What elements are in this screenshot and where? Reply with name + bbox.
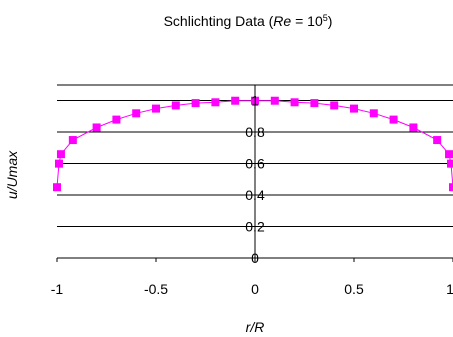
data-point-4 [92,123,101,132]
data-point-5 [112,115,121,124]
data-point-14 [290,98,299,107]
data-point-20 [409,123,418,132]
data-point-8 [171,101,180,110]
data-point-0 [53,183,61,192]
data-point-19 [389,115,398,124]
data-point-13 [270,96,279,105]
chart-title-variable: Re [273,13,291,29]
chart-title: Schlichting Data (Re = 105) [164,13,333,29]
data-point-24 [449,183,453,192]
data-point-9 [191,99,200,108]
y-axis-label: u/Umax [4,150,20,199]
chart-title-exponent: 5 [323,13,328,23]
x-tick-label-1: -0.5 [144,281,168,297]
x-tick-label-0: -1 [51,281,64,297]
x-tick-label-2: 0 [251,281,259,297]
chart-title-middle: = 10 [291,13,323,29]
data-point-10 [211,98,220,107]
y-tick-label-1: 0.2 [245,219,265,235]
data-point-2 [56,150,65,159]
data-point-17 [350,104,358,113]
data-point-22 [445,150,453,159]
data-point-23 [447,159,453,168]
data-point-12 [251,96,259,105]
x-axis-label: r/R [246,319,265,335]
data-point-11 [231,96,240,105]
plot-area: 0 0.2 0.4 0.6 0.8 1 -1 -0.5 0 0.5 1 [51,84,453,297]
data-point-15 [310,99,319,108]
y-tick-label-4: 0.8 [245,124,265,140]
x-tick-label-3: 0.5 [344,281,364,297]
data-point-3 [68,136,77,145]
y-tick-label-0: 0 [251,250,259,266]
data-point-7 [152,104,160,113]
data-point-1 [54,159,63,168]
x-tick-label-4: 1 [446,281,453,297]
chart-title-suffix: ) [328,13,333,29]
chart-title-prefix: Schlichting Data ( [164,13,274,29]
y-tick-label-3: 0.6 [245,156,265,172]
y-tick-label-2: 0.4 [245,187,265,203]
data-point-21 [433,136,442,145]
data-point-6 [132,109,141,118]
data-point-18 [369,109,378,118]
data-point-16 [330,101,339,110]
y-tick-label-5: 1 [251,93,259,109]
